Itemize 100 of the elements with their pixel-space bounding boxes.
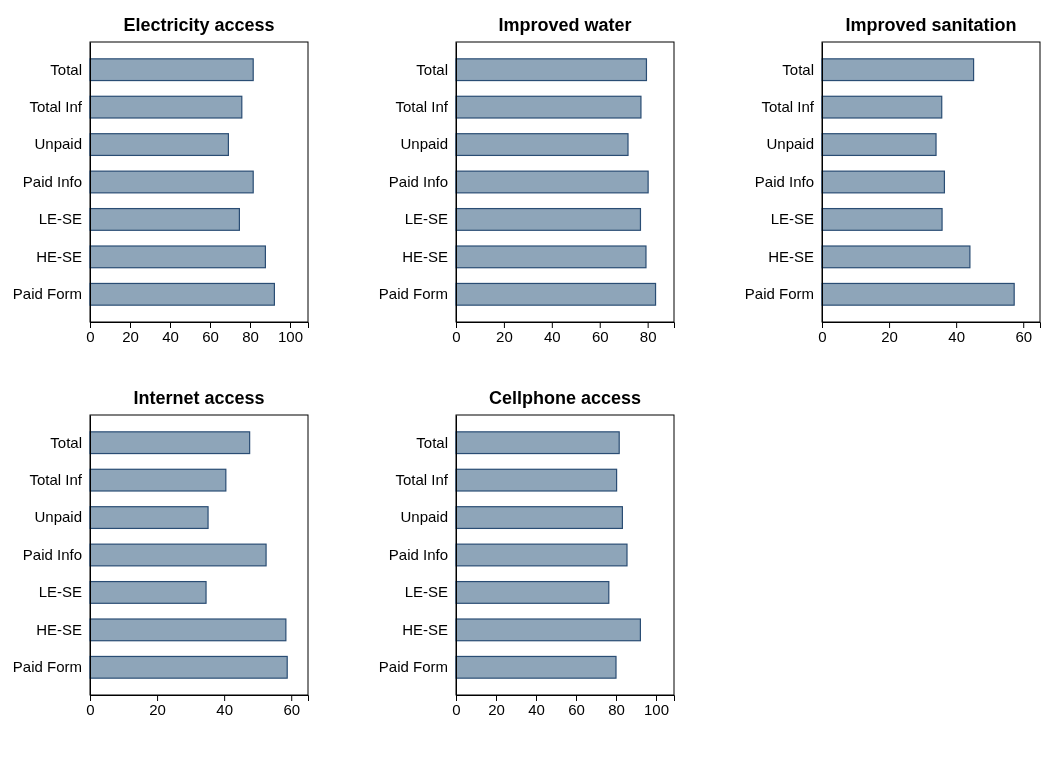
y-tick-label: LE-SE bbox=[38, 210, 82, 228]
bar bbox=[821, 207, 943, 231]
y-tick-label: Paid Form bbox=[744, 285, 814, 303]
x-tick-label: 60 bbox=[591, 327, 609, 345]
y-tick-label: Total bbox=[416, 433, 448, 451]
x-tick-label: 80 bbox=[608, 700, 625, 718]
x-tick-label: 60 bbox=[1015, 327, 1033, 345]
bar bbox=[455, 506, 623, 530]
x-tick-label: 40 bbox=[528, 700, 545, 718]
x-tick-label: 40 bbox=[948, 327, 965, 345]
bar bbox=[455, 282, 657, 306]
x-tick-label: 60 bbox=[202, 327, 219, 345]
y-tick-label: LE-SE bbox=[38, 583, 82, 601]
y-tick-label: HE-SE bbox=[768, 247, 814, 265]
x-tick-label: 0 bbox=[452, 327, 461, 345]
bar bbox=[821, 170, 946, 194]
x-tick-label: 20 bbox=[496, 327, 513, 345]
y-tick-label: HE-SE bbox=[36, 247, 82, 265]
bar bbox=[89, 506, 209, 530]
y-tick-label: LE-SE bbox=[404, 210, 448, 228]
bar bbox=[89, 282, 275, 306]
y-tick-label: Total bbox=[50, 60, 82, 78]
x-tick-label: 100 bbox=[643, 700, 670, 718]
y-tick-label: HE-SE bbox=[402, 247, 448, 265]
chart-title: Internet access bbox=[133, 388, 265, 408]
bar bbox=[455, 431, 620, 455]
y-tick-label: Total bbox=[416, 60, 448, 78]
bar bbox=[821, 245, 971, 269]
bar bbox=[89, 655, 288, 679]
y-tick-label: LE-SE bbox=[404, 583, 448, 601]
y-tick-label: Paid Form bbox=[378, 285, 448, 303]
x-tick-label: 20 bbox=[122, 327, 139, 345]
bar bbox=[455, 468, 618, 492]
y-tick-label: Total bbox=[782, 60, 814, 78]
y-tick-label: Paid Form bbox=[12, 285, 82, 303]
bar bbox=[89, 207, 240, 231]
y-tick-label: Total Inf bbox=[29, 97, 83, 115]
y-tick-label: Unpaid bbox=[400, 508, 448, 526]
bar bbox=[821, 58, 975, 82]
y-tick-label: Unpaid bbox=[766, 135, 814, 153]
x-tick-label: 80 bbox=[242, 327, 259, 345]
y-tick-label: LE-SE bbox=[770, 210, 814, 228]
y-tick-label: Total bbox=[50, 433, 82, 451]
x-tick-label: 0 bbox=[452, 700, 461, 718]
x-tick-label: 0 bbox=[818, 327, 827, 345]
bar bbox=[89, 170, 254, 194]
y-tick-label: HE-SE bbox=[402, 620, 448, 638]
chart-title: Improved sanitation bbox=[845, 15, 1017, 35]
bar bbox=[89, 431, 251, 455]
bar bbox=[455, 170, 649, 194]
x-tick-label: 20 bbox=[149, 700, 166, 718]
bar bbox=[89, 468, 227, 492]
bar bbox=[455, 543, 628, 567]
y-tick-label: Unpaid bbox=[34, 135, 82, 153]
x-tick-label: 0 bbox=[86, 327, 95, 345]
y-tick-label: Paid Info bbox=[388, 545, 448, 563]
x-tick-label: 80 bbox=[639, 327, 657, 345]
y-tick-label: Paid Form bbox=[378, 658, 448, 676]
y-tick-label: Paid Form bbox=[12, 658, 82, 676]
y-tick-label: Unpaid bbox=[34, 508, 82, 526]
bar bbox=[455, 655, 617, 679]
bar bbox=[89, 133, 229, 157]
bar bbox=[89, 95, 243, 119]
x-tick-label: 40 bbox=[543, 327, 561, 345]
bar bbox=[821, 282, 1015, 306]
bar bbox=[89, 580, 207, 604]
x-tick-label: 20 bbox=[881, 327, 898, 345]
bar bbox=[89, 618, 287, 642]
bar bbox=[455, 618, 641, 642]
x-tick-label: 60 bbox=[283, 700, 301, 718]
chart-title: Improved water bbox=[498, 15, 632, 35]
y-tick-label: HE-SE bbox=[36, 620, 82, 638]
x-tick-label: 20 bbox=[488, 700, 505, 718]
bar bbox=[89, 58, 254, 82]
chart-title: Cellphone access bbox=[488, 388, 642, 408]
x-tick-label: 100 bbox=[277, 327, 304, 345]
y-tick-label: Total Inf bbox=[29, 470, 83, 488]
bar bbox=[455, 58, 648, 82]
x-tick-label: 40 bbox=[162, 327, 179, 345]
bar bbox=[455, 95, 642, 119]
x-tick-label: 0 bbox=[86, 700, 95, 718]
bar bbox=[821, 95, 943, 119]
bar bbox=[455, 580, 610, 604]
y-tick-label: Unpaid bbox=[400, 135, 448, 153]
bar bbox=[89, 245, 266, 269]
bar bbox=[455, 245, 647, 269]
x-tick-label: 40 bbox=[216, 700, 233, 718]
x-tick-label: 60 bbox=[568, 700, 585, 718]
y-tick-label: Paid Info bbox=[22, 545, 82, 563]
y-tick-label: Paid Info bbox=[754, 172, 814, 190]
bar bbox=[821, 133, 937, 157]
bar bbox=[89, 543, 267, 567]
y-tick-label: Paid Info bbox=[22, 172, 82, 190]
bar bbox=[455, 207, 642, 231]
bar bbox=[455, 133, 629, 157]
y-tick-label: Total Inf bbox=[395, 97, 449, 115]
y-tick-label: Total Inf bbox=[761, 97, 815, 115]
y-tick-label: Paid Info bbox=[388, 172, 448, 190]
chart-title: Electricity access bbox=[123, 15, 275, 35]
y-tick-label: Total Inf bbox=[395, 470, 449, 488]
